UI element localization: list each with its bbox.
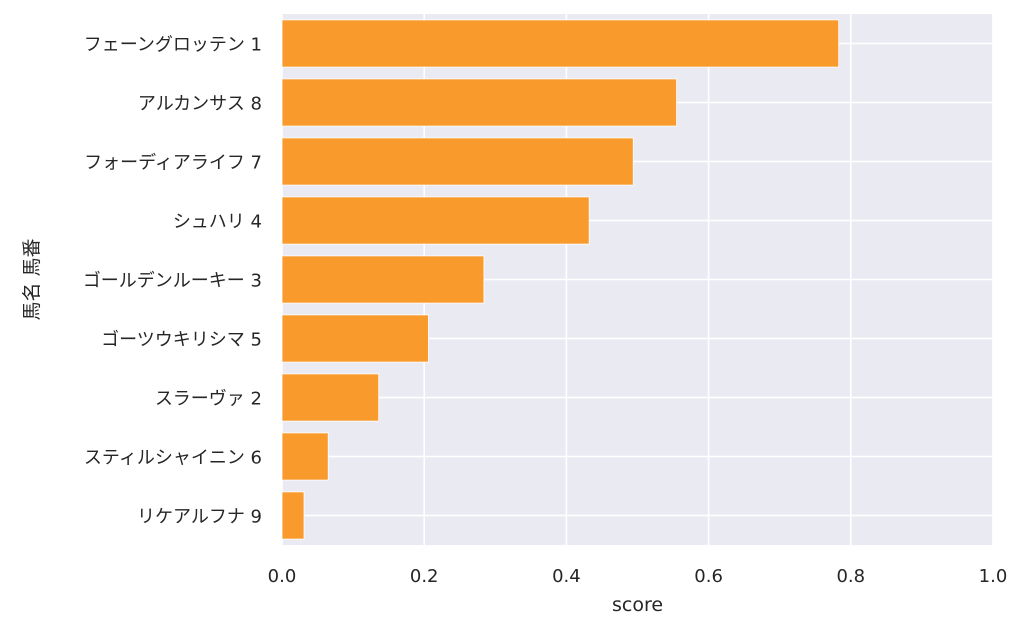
bar bbox=[281, 19, 840, 68]
bars bbox=[281, 19, 840, 540]
bar bbox=[281, 78, 678, 127]
x-tick-labels: 0.0 0.2 0.4 0.6 0.8 1.0 bbox=[268, 566, 1008, 587]
y-tick-label: フェーングロッテン 1 bbox=[84, 35, 262, 56]
x-axis-label: score bbox=[612, 594, 663, 616]
y-axis-label: 馬名 馬番 bbox=[21, 238, 43, 320]
y-tick-labels: フェーングロッテン 1 アルカンサス 8 フォーディアライフ 7 シュハリ 4 ゴールデ… bbox=[83, 35, 262, 528]
y-tick-label: ゴールデンルーキー 3 bbox=[83, 271, 262, 292]
bar bbox=[281, 373, 380, 422]
y-tick-label: リケアルフナ 9 bbox=[137, 507, 262, 528]
bar bbox=[281, 314, 429, 363]
bar bbox=[281, 255, 485, 304]
y-tick-label: スティルシャイニン 6 bbox=[84, 448, 262, 469]
x-tick-label: 0.0 bbox=[268, 566, 297, 587]
bar bbox=[281, 196, 590, 245]
x-tick-label: 0.6 bbox=[694, 566, 723, 587]
x-tick-label: 0.8 bbox=[836, 566, 865, 587]
y-tick-label: ゴーツウキリシマ 5 bbox=[101, 330, 262, 351]
y-tick-label: アルカンサス 8 bbox=[138, 94, 262, 115]
x-tick-label: 0.2 bbox=[410, 566, 439, 587]
bar bbox=[281, 137, 634, 186]
y-tick-label: スラーヴァ 2 bbox=[155, 389, 262, 410]
y-tick-label: シュハリ 4 bbox=[173, 212, 262, 233]
y-tick-label: フォーディアライフ 7 bbox=[84, 153, 262, 174]
x-tick-label: 0.4 bbox=[552, 566, 581, 587]
x-tick-label: 1.0 bbox=[979, 566, 1008, 587]
bar bbox=[281, 432, 329, 481]
bar bbox=[281, 491, 305, 540]
